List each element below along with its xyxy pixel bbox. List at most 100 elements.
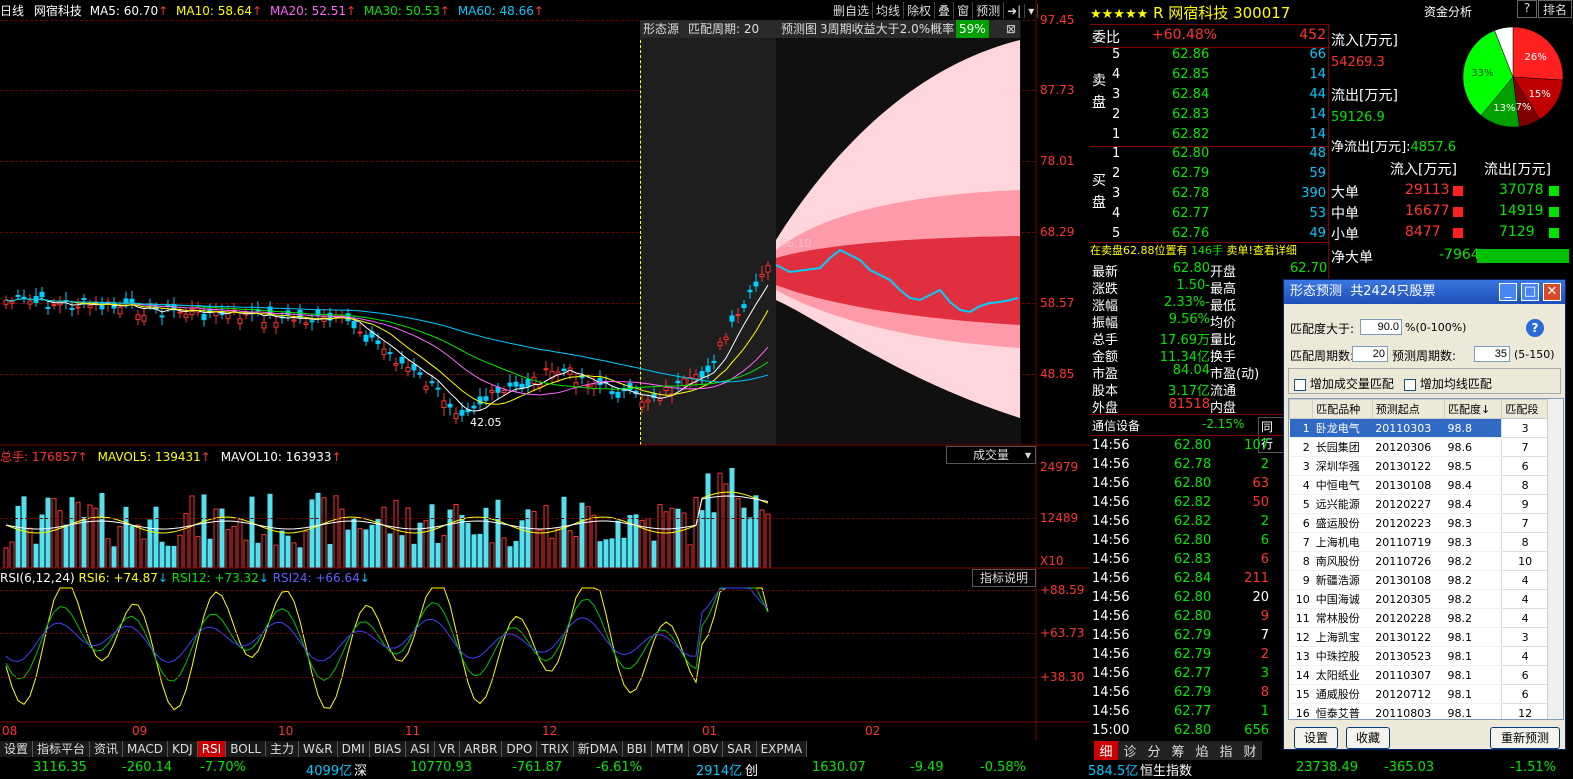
- tab-main[interactable]: 主力: [266, 741, 300, 757]
- candle-body: [27, 300, 33, 305]
- tab-finance[interactable]: 财: [1238, 741, 1262, 760]
- close-icon[interactable]: ✕: [1543, 283, 1561, 301]
- table-row[interactable]: 7 上海机电 20110719 98.3 8: [1289, 532, 1549, 552]
- table-header[interactable]: 匹配度↓: [1443, 399, 1503, 419]
- tab-arbr[interactable]: ARBR: [460, 741, 503, 757]
- table-row[interactable]: 4 中恒电气 20130108 98.4 8: [1289, 475, 1549, 495]
- tab-asi[interactable]: ASI: [406, 741, 435, 757]
- table-row[interactable]: 16 恒泰艾普 20110803 98.1 12: [1289, 703, 1549, 719]
- tab-settings[interactable]: 设置: [0, 741, 34, 757]
- candle-body: [753, 281, 759, 287]
- tab-sar[interactable]: SAR: [723, 741, 757, 757]
- dialog-favorite-button[interactable]: 收藏: [1346, 727, 1390, 749]
- toolbar-ma[interactable]: 均线: [873, 2, 905, 19]
- table-header[interactable]: 匹配品种: [1312, 399, 1373, 419]
- volume-bar: [381, 506, 387, 569]
- table-row[interactable]: 8 南风股份 20110726 98.2 10: [1289, 551, 1549, 571]
- table-row[interactable]: 10 中国海诚 20120305 98.2 4: [1289, 589, 1549, 609]
- minimize-icon[interactable]: _: [1499, 283, 1517, 301]
- help-icon[interactable]: ?: [1526, 319, 1544, 337]
- table-row[interactable]: 5 远兴能源 20120227 98.4 9: [1289, 494, 1549, 514]
- tab-kdj[interactable]: KDJ: [168, 741, 198, 757]
- table-row[interactable]: 11 常林股份 20120228 98.2 4: [1289, 608, 1549, 628]
- table-row[interactable]: 2 长园集团 20120306 98.6 7: [1289, 437, 1549, 457]
- toolbar-forecast[interactable]: 预测: [973, 2, 1005, 19]
- ma-line: [5, 298, 769, 383]
- tab-minute[interactable]: 分: [1142, 741, 1166, 760]
- tab-detail[interactable]: 细: [1094, 741, 1118, 760]
- ma-match-checkbox[interactable]: [1404, 378, 1416, 391]
- order-alert[interactable]: 在卖盘62.88位置有 146手 卖单!查看详细: [1090, 244, 1297, 257]
- rank-button[interactable]: 排名: [1538, 0, 1572, 18]
- tab-chips[interactable]: 筹: [1166, 741, 1190, 760]
- tab-boll[interactable]: BOLL: [226, 741, 267, 757]
- match-period-input[interactable]: [1352, 346, 1388, 362]
- volume-match-checkbox[interactable]: [1294, 378, 1306, 391]
- tab-bias[interactable]: BIAS: [369, 741, 407, 757]
- tab-rsi[interactable]: RSI: [197, 741, 227, 757]
- candle-body: [399, 356, 405, 364]
- tab-news[interactable]: 资讯: [90, 741, 124, 757]
- dialog-reforecast-button[interactable]: 重新预测: [1490, 727, 1560, 749]
- help-button[interactable]: ?: [1517, 0, 1537, 18]
- candle-body: [393, 363, 399, 366]
- pin-icon[interactable]: ➜|: [1004, 4, 1026, 18]
- indicator-explain-button[interactable]: 指标说明: [972, 569, 1036, 587]
- close-icon[interactable]: ⊠: [1006, 22, 1017, 36]
- tab-dmi[interactable]: DMI: [337, 741, 370, 757]
- table-row[interactable]: 9 新疆浩源 20130108 98.2 4: [1289, 570, 1549, 590]
- volume-bar: [573, 536, 579, 569]
- toolbar-remove-fav[interactable]: 删自选: [830, 2, 874, 19]
- dialog-titlebar[interactable]: 形态预测 共2424只股票 _ □ ✕: [1284, 280, 1565, 304]
- tab-index[interactable]: 指: [1214, 741, 1238, 760]
- table-row[interactable]: 1 卧龙电气 20110303 98.8 3: [1289, 418, 1549, 438]
- tab-vr[interactable]: VR: [434, 741, 461, 757]
- dialog-settings-button[interactable]: 设置: [1294, 727, 1338, 749]
- table-header[interactable]: [1289, 399, 1314, 419]
- tab-macd[interactable]: MACD: [123, 741, 169, 757]
- volume-bar: [699, 510, 705, 569]
- tab-mtm[interactable]: MTM: [651, 741, 689, 757]
- table-row[interactable]: 3 深圳华强 20130122 98.5 6: [1289, 456, 1549, 476]
- table-scrollbar[interactable]: [1547, 399, 1563, 719]
- tab-wr[interactable]: W&R: [299, 741, 338, 757]
- volume-bar: [477, 533, 483, 569]
- tab-dpo[interactable]: DPO: [502, 741, 538, 757]
- table-header[interactable]: 预测起点: [1371, 399, 1445, 419]
- table-row[interactable]: 13 中珠控股 20130523 98.1 4: [1289, 646, 1549, 666]
- tab-bbi[interactable]: BBI: [622, 741, 652, 757]
- volume-bar: [357, 528, 363, 569]
- tab-obv[interactable]: OBV: [688, 741, 724, 757]
- volume-bar: [201, 494, 207, 569]
- candle-body: [675, 380, 681, 384]
- tab-newdma[interactable]: 新DMA: [573, 741, 623, 757]
- tab-diagnose[interactable]: 诊: [1118, 741, 1142, 760]
- candle-body: [519, 383, 525, 389]
- match-threshold-input[interactable]: [1360, 319, 1402, 335]
- table-row[interactable]: 12 上海凯宝 20130122 98.1 3: [1289, 627, 1549, 647]
- volume-ma-line: [5, 495, 769, 530]
- tab-expma[interactable]: EXPMA: [756, 741, 808, 757]
- period-label[interactable]: 日线: [0, 4, 25, 18]
- candle-body: [261, 322, 267, 329]
- peer-button[interactable]: 同行: [1258, 417, 1285, 453]
- tab-trix[interactable]: TRIX: [537, 741, 574, 757]
- toolbar-exright[interactable]: 除权: [904, 2, 936, 19]
- flow-row: 大单 29113 37078: [1331, 182, 1571, 202]
- table-row[interactable]: 14 太阳纸业 20110307 98.1 6: [1289, 665, 1549, 685]
- table-header[interactable]: 匹配段: [1501, 399, 1549, 419]
- maximize-icon[interactable]: □: [1521, 283, 1539, 301]
- toolbar-overlay[interactable]: 叠: [935, 2, 955, 19]
- chevron-down-icon[interactable]: ▾: [1025, 4, 1039, 18]
- candle-body: [447, 403, 453, 408]
- forecast-period-input[interactable]: [1474, 346, 1510, 362]
- volume-dropdown[interactable]: 成交量 ▾: [946, 446, 1036, 464]
- table-row[interactable]: 6 盛运股份 20120223 98.3 7: [1289, 513, 1549, 533]
- tab-flame[interactable]: 焰: [1190, 741, 1214, 760]
- table-row[interactable]: 15 通威股份 20120712 98.1 6: [1289, 684, 1549, 704]
- toolbar-window[interactable]: 窗: [954, 2, 974, 19]
- tab-indicator-platform[interactable]: 指标平台: [33, 741, 91, 757]
